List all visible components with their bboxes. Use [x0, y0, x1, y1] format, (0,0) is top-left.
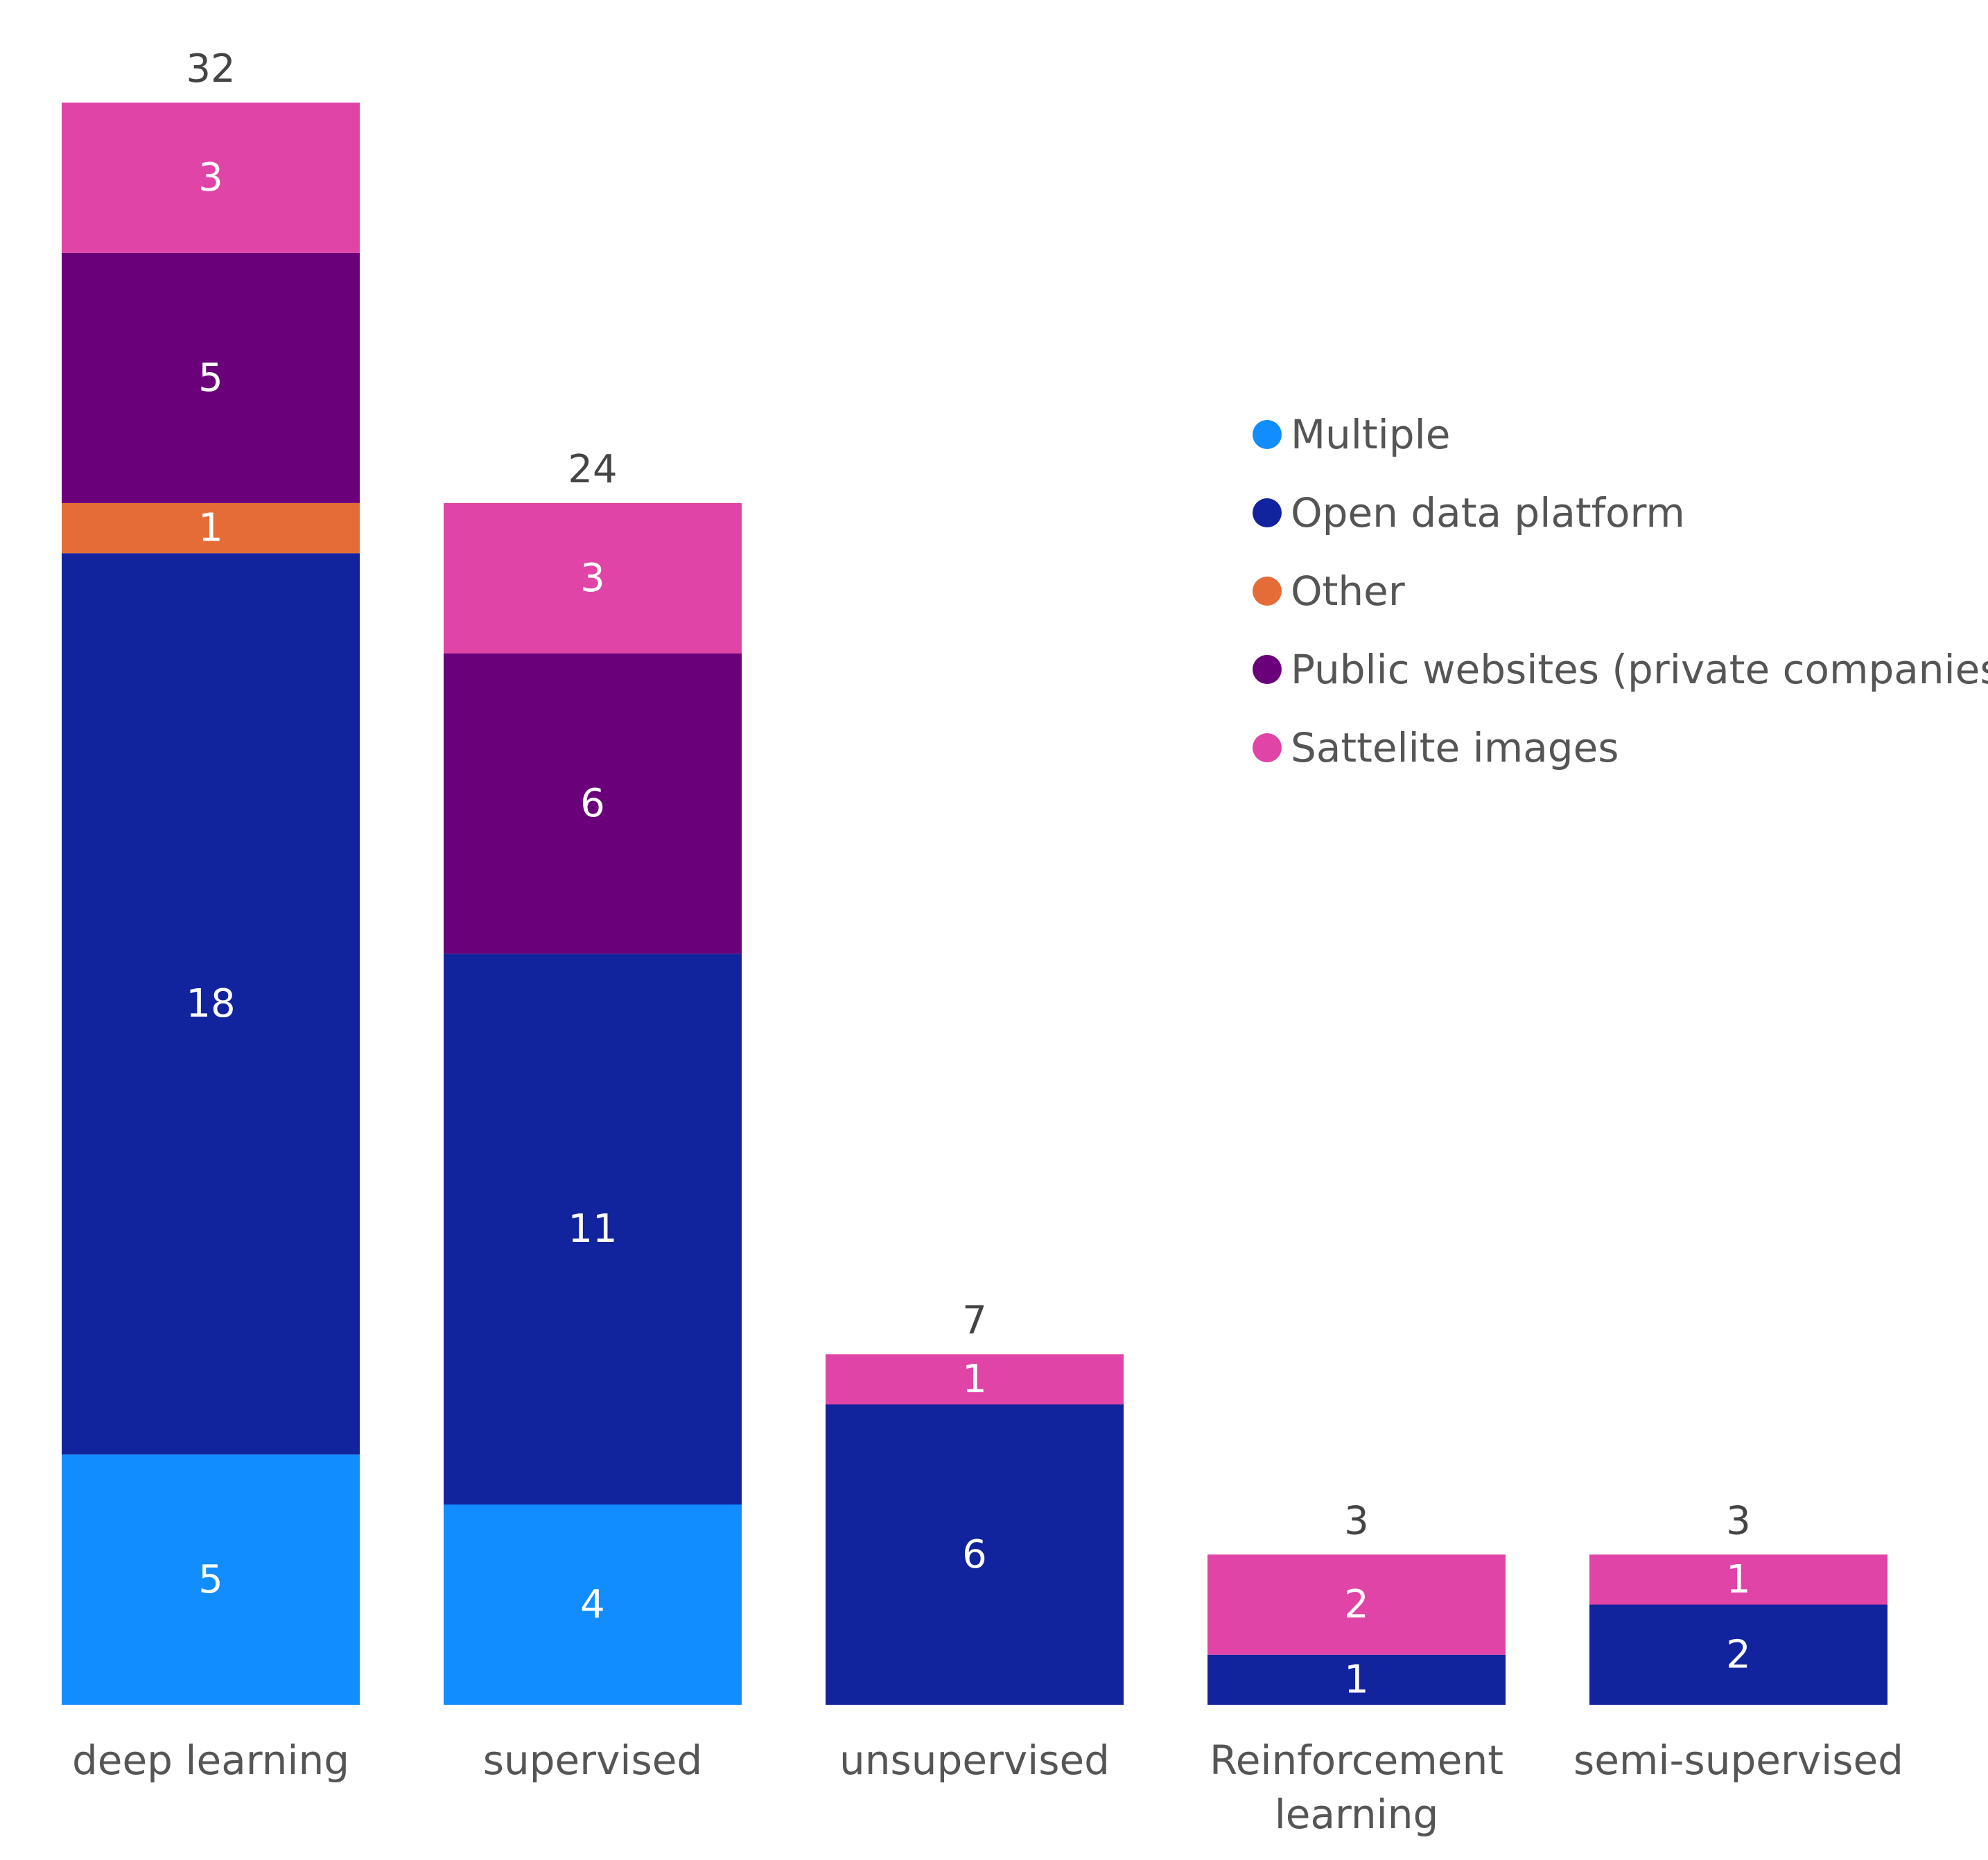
- bar-total-label: 7: [962, 1298, 987, 1343]
- segment-value-label: 2: [1726, 1632, 1751, 1677]
- segment-value-label: 4: [580, 1582, 605, 1627]
- segment-value-label: 3: [580, 556, 605, 601]
- bar-segment-semi-supervised-sattelite-images: [1589, 1554, 1887, 1605]
- category-label-unsupervised: unsupervised: [839, 1737, 1110, 1784]
- bar-segment-deep-learning-open-data-platform: [62, 553, 360, 1455]
- segment-value-label: 6: [580, 781, 605, 826]
- category-label-reinforcement-learning: Reinforcement learning: [1210, 1737, 1503, 1838]
- category-label-supervised: supervised: [483, 1737, 702, 1784]
- legend-label: Public websites (private companies): [1291, 646, 1988, 693]
- segment-value-label: 5: [198, 356, 223, 401]
- segment-value-label: 1: [1726, 1557, 1751, 1602]
- legend-marker: [1253, 733, 1282, 762]
- segment-value-label: 1: [962, 1357, 987, 1402]
- bar-segment-supervised-sattelite-images: [444, 503, 742, 653]
- bar-segment-supervised-open-data-platform: [444, 954, 742, 1504]
- segment-value-label: 2: [1344, 1582, 1369, 1627]
- bar-segment-supervised-multiple: [444, 1504, 742, 1705]
- segment-value-label: 3: [198, 155, 223, 200]
- segment-value-label: 6: [962, 1532, 987, 1577]
- bar-segment-reinforcement-learning-open-data-platform: [1207, 1654, 1506, 1705]
- bar-segment-reinforcement-learning-sattelite-images: [1207, 1554, 1506, 1655]
- bar-segment-deep-learning-sattelite-images: [62, 103, 360, 253]
- legend-marker: [1253, 420, 1282, 449]
- bar-segment-semi-supervised-open-data-platform: [1589, 1604, 1887, 1705]
- category-label-semi-supervised: semi-supervised: [1573, 1737, 1903, 1784]
- bar-segment-deep-learning-multiple: [62, 1454, 360, 1705]
- legend-item-sattelite-images[interactable]: Sattelite images: [1253, 724, 1619, 771]
- legend: Multiple Open data platform Other Public we…: [1253, 411, 1988, 771]
- legend-marker: [1253, 655, 1282, 684]
- legend-item-other[interactable]: Other: [1253, 568, 1405, 615]
- category-label-deep-learning: deep learning: [72, 1737, 349, 1784]
- bar-segment-deep-learning-public-websites-private-companies: [62, 252, 360, 503]
- legend-label: Open data platform: [1291, 489, 1685, 536]
- bar-total-label: 3: [1726, 1498, 1751, 1543]
- bar-total-label: 32: [186, 46, 235, 91]
- legend-item-multiple[interactable]: Multiple: [1253, 411, 1450, 458]
- segment-value-label: 5: [198, 1557, 223, 1602]
- category-axis: deep learning supervised unsupervised Reinf…: [72, 1737, 1903, 1838]
- segment-value-label: 11: [568, 1207, 617, 1252]
- bar-total-label: 3: [1344, 1498, 1369, 1543]
- legend-label: Multiple: [1291, 411, 1450, 458]
- legend-label: Other: [1291, 568, 1405, 615]
- segment-value-label: 18: [186, 981, 235, 1026]
- segment-value-label: 1: [198, 506, 223, 551]
- legend-marker: [1253, 577, 1282, 606]
- bar-total-label: 24: [568, 447, 617, 492]
- bar-segment-supervised-public-websites-private-companies: [444, 653, 742, 954]
- legend-marker: [1253, 498, 1282, 527]
- legend-label: Sattelite images: [1291, 724, 1619, 771]
- bar-segment-unsupervised-open-data-platform: [826, 1404, 1124, 1705]
- segment-value-label: 1: [1344, 1657, 1369, 1702]
- totals-group: 32 24 7 3 3: [186, 46, 1750, 1543]
- legend-item-open-data-platform[interactable]: Open data platform: [1253, 489, 1685, 536]
- bar-segment-unsupervised-sattelite-images: [826, 1354, 1124, 1405]
- legend-item-public-websites-private-companies[interactable]: Public websites (private companies): [1253, 646, 1988, 693]
- bar-segment-deep-learning-other: [62, 503, 360, 554]
